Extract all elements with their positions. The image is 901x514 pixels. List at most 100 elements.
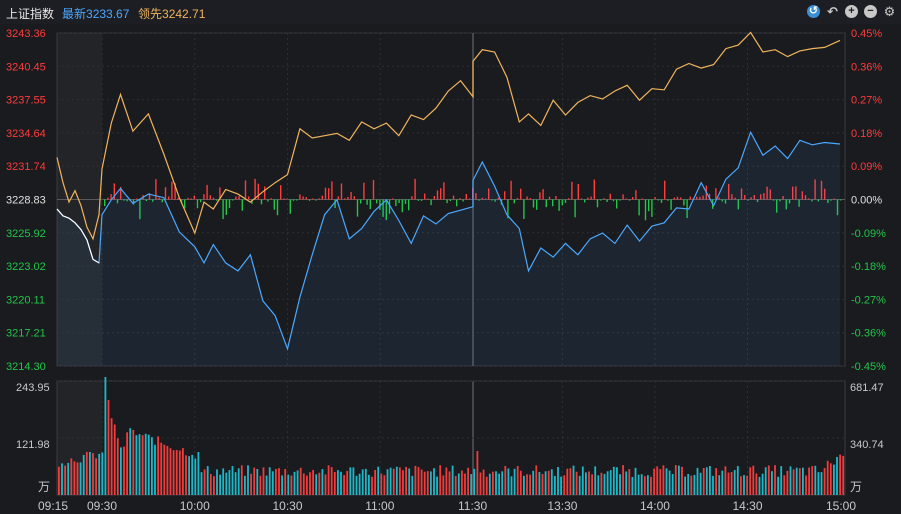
diff-bar	[260, 199, 263, 205]
volume-bar	[92, 453, 94, 495]
diff-bar	[622, 194, 624, 200]
zoom-in-icon[interactable]: +	[845, 5, 858, 18]
diff-bar	[680, 197, 682, 200]
volume-bar	[767, 465, 770, 495]
volume-bar	[209, 474, 212, 495]
diff-bar	[651, 199, 653, 217]
diff-bar	[686, 199, 688, 219]
volume-bar	[541, 474, 544, 495]
volume-bar	[736, 466, 739, 495]
undo-icon[interactable]: ↶	[827, 4, 838, 19]
volume-bar	[302, 473, 305, 495]
diff-bar	[468, 198, 471, 200]
zoom-out-icon[interactable]: −	[864, 5, 877, 18]
volume-panel-border	[56, 380, 846, 496]
diff-bar	[129, 199, 131, 201]
volume-bar	[665, 468, 668, 495]
volume-bar	[113, 424, 116, 495]
volume-bar	[340, 471, 342, 495]
diff-bar	[459, 198, 461, 200]
volume-bar	[603, 473, 606, 495]
volume-bar	[628, 469, 631, 495]
volume-bar	[324, 474, 327, 495]
volume-bar	[600, 472, 603, 495]
diff-bar	[200, 199, 202, 203]
diff-bar	[382, 199, 384, 217]
volume-bar	[262, 467, 265, 495]
diff-bar	[232, 199, 234, 201]
volume-bar	[306, 475, 308, 495]
diff-bar	[430, 199, 432, 206]
x-tick-label: 09:30	[87, 499, 117, 513]
speed-icon[interactable]: ↺	[807, 5, 820, 18]
volume-bar	[609, 470, 612, 495]
price-panel-border	[56, 32, 846, 367]
diff-bar	[836, 199, 839, 216]
volume-bar	[386, 469, 389, 495]
diff-bar	[475, 193, 477, 200]
diff-bar	[580, 198, 583, 200]
diff-bar	[225, 199, 227, 215]
diff-bar	[568, 198, 570, 200]
volume-bar	[501, 471, 504, 495]
volume-bar	[808, 467, 810, 495]
volume-bar	[637, 474, 640, 495]
volume-bar	[492, 471, 494, 495]
diff-bar	[148, 193, 151, 200]
volume-bar	[395, 466, 398, 495]
volume-bar	[349, 467, 352, 495]
volume-bar	[532, 470, 535, 495]
diff-bar	[168, 196, 170, 200]
volume-bar	[557, 467, 559, 495]
time-axis: 09:15 09:30 10:00 10:30 11:00 11:30 13:30 14:00…	[38, 499, 856, 513]
volume-bar	[764, 467, 767, 495]
y-tick-label: 3243.36	[6, 28, 46, 40]
volume-bar	[681, 466, 683, 495]
diff-bar	[516, 197, 519, 200]
volume-bar	[482, 469, 485, 495]
volume-bars	[58, 377, 845, 495]
volume-bar	[61, 463, 63, 495]
volume-bar	[309, 472, 311, 495]
diff-bar	[740, 188, 743, 200]
y-tick-label: 3231.74	[6, 161, 46, 173]
diff-bar	[721, 199, 723, 202]
diff-bar	[817, 199, 819, 202]
x-tick-label: 10:00	[180, 499, 210, 513]
volume-bar	[740, 476, 742, 495]
diff-bar	[257, 183, 259, 200]
leader-value: 3242.71	[162, 7, 206, 21]
diff-bar	[308, 199, 311, 201]
volume-bar	[157, 436, 159, 495]
diff-bar	[747, 199, 749, 201]
volume-bar	[709, 466, 711, 495]
volume-bar	[144, 433, 147, 495]
volume-bar	[89, 452, 91, 495]
volume-bar	[411, 475, 414, 495]
diff-bar	[628, 199, 631, 201]
volume-bar	[566, 468, 569, 495]
volume-bar	[569, 468, 572, 495]
diff-bar	[491, 199, 493, 201]
volume-bar	[138, 434, 141, 495]
diff-bar	[616, 199, 618, 209]
diff-bar	[612, 199, 615, 202]
volume-bar	[650, 476, 652, 495]
diff-bar	[712, 199, 714, 209]
volume-bar	[172, 450, 175, 495]
volume-bar	[101, 452, 104, 495]
diff-bar	[292, 199, 295, 201]
x-tick-label: 15:00	[826, 499, 856, 513]
diff-bar	[337, 196, 339, 200]
y-tick-label-right: 0.00%	[851, 195, 882, 207]
gear-icon[interactable]: ⚙	[883, 4, 896, 19]
diff-bar	[782, 196, 784, 200]
volume-bar	[684, 476, 686, 495]
volume-bar	[58, 466, 60, 495]
volume-bar	[203, 469, 206, 495]
volume-bar	[374, 470, 376, 495]
volume-bar	[715, 468, 717, 495]
diff-bar	[840, 199, 842, 201]
volume-bar	[752, 465, 755, 495]
diff-bar	[798, 199, 800, 207]
